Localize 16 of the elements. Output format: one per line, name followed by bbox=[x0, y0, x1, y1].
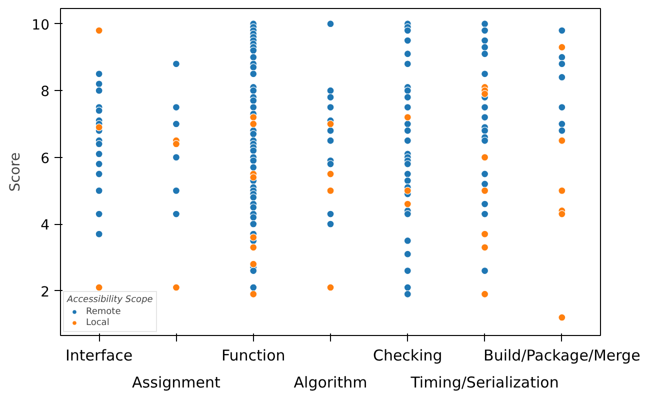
y-tick-label: 2 bbox=[40, 284, 50, 300]
x-tick-label: Build/Package/Merge bbox=[484, 346, 640, 364]
legend-label: Local bbox=[86, 317, 110, 328]
y-tick-label: 4 bbox=[40, 218, 50, 234]
x-tick-label: Function bbox=[221, 346, 286, 364]
x-tick-label: Interface bbox=[65, 346, 133, 364]
x-tick-label: Assignment bbox=[132, 374, 220, 392]
legend-label: Remote bbox=[86, 306, 121, 317]
y-tick-label: 10 bbox=[32, 17, 50, 34]
y-tick-label: 8 bbox=[40, 84, 50, 100]
x-tick-label: Timing/Serialization bbox=[410, 374, 559, 392]
x-tick-label: Checking bbox=[372, 346, 442, 364]
x-tick-label: Algorithm bbox=[294, 374, 368, 392]
y-tick-label: 6 bbox=[40, 150, 50, 167]
legend-title: Accessibility Scope bbox=[67, 295, 153, 305]
y-axis-title: Score bbox=[8, 152, 24, 192]
